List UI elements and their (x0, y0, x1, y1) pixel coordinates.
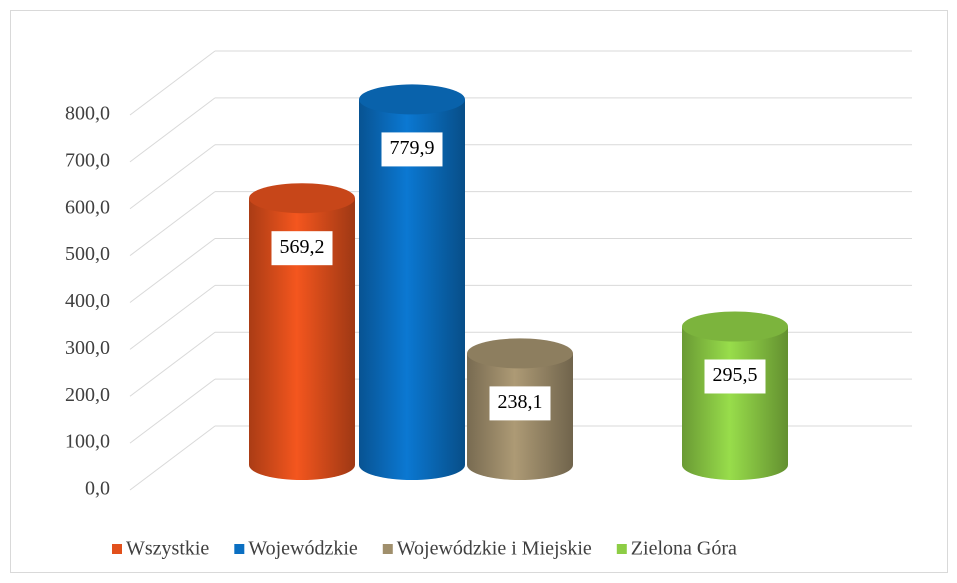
y-tick-label: 800,0 (65, 103, 110, 125)
y-tick-label: 700,0 (65, 149, 110, 171)
legend-swatch (234, 544, 245, 554)
cylinder (359, 84, 465, 480)
grid-line (129, 191, 216, 257)
grid-line (129, 331, 216, 397)
y-tick-label: 100,0 (65, 431, 110, 453)
grid-line (129, 97, 216, 163)
y-tick-label: 600,0 (65, 196, 110, 218)
grid-line (129, 144, 216, 210)
data-label-box (704, 359, 766, 394)
y-tick-label: 0,0 (85, 478, 110, 500)
legend-swatch (616, 544, 627, 554)
cylinder-top (467, 338, 573, 369)
data-label: 295,5 (713, 364, 758, 386)
grid-line (129, 284, 216, 350)
data-label: 238,1 (498, 391, 543, 413)
legend-label: Wszystkie (126, 538, 209, 560)
data-label: 779,9 (390, 137, 435, 159)
cylinder (249, 183, 355, 480)
legend-label: Zielona Góra (631, 538, 737, 560)
grid-line (129, 378, 216, 444)
y-tick-label: 400,0 (65, 290, 110, 312)
legend-label: Wojewódzkie (248, 538, 358, 560)
y-tick-label: 200,0 (65, 384, 110, 406)
cylinder-top (359, 84, 465, 115)
y-tick-label: 300,0 (65, 337, 110, 359)
legend-swatch (382, 544, 393, 554)
data-label-box (381, 132, 443, 167)
cylinder-body (249, 198, 355, 480)
cylinder-top (682, 311, 788, 342)
grid-line (129, 238, 216, 303)
grid-line (129, 50, 216, 116)
legend-label: Wojewódzkie i Miejskie (397, 538, 592, 560)
cylinder-body (682, 326, 788, 480)
data-label: 569,2 (280, 236, 325, 258)
legend-swatch (112, 544, 122, 554)
data-label-box (271, 231, 333, 266)
cylinder-body (359, 99, 465, 480)
cylinder-top (249, 183, 355, 214)
cylinder (682, 311, 788, 480)
y-tick-label: 500,0 (65, 243, 110, 265)
chart-frame (10, 10, 948, 573)
data-label-box (489, 386, 551, 421)
grid-line (129, 425, 216, 491)
